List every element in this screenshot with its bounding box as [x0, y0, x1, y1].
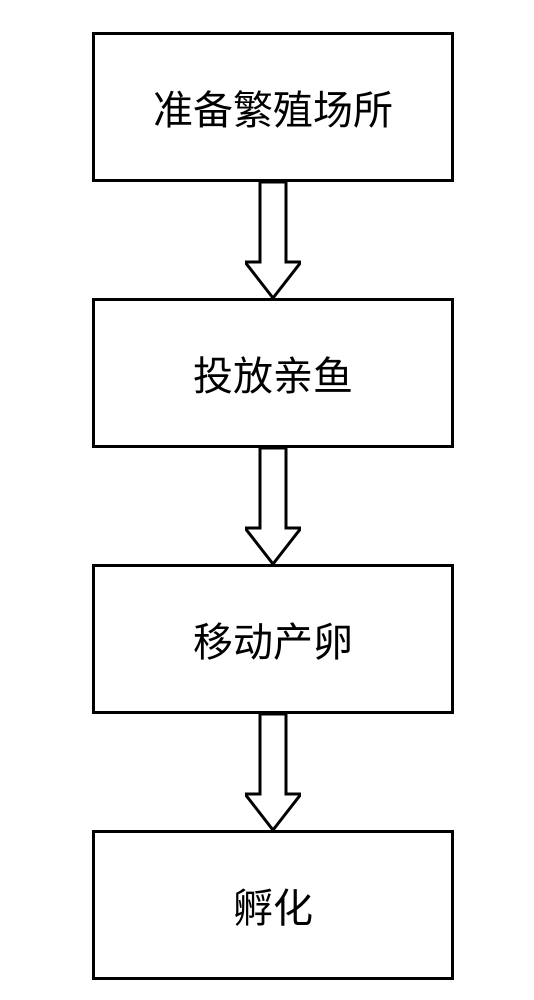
- flow-node-4-label: 孵化: [233, 876, 313, 934]
- flow-arrow-1: [245, 182, 301, 298]
- flow-node-1-label: 准备繁殖场所: [153, 78, 393, 136]
- flow-node-3: 移动产卵: [92, 564, 454, 714]
- flow-arrow-3: [245, 714, 301, 830]
- flow-node-4: 孵化: [92, 830, 454, 980]
- flow-node-2: 投放亲鱼: [92, 298, 454, 448]
- flow-node-2-label: 投放亲鱼: [193, 344, 353, 402]
- flow-node-3-label: 移动产卵: [193, 610, 353, 668]
- flow-node-1: 准备繁殖场所: [92, 32, 454, 182]
- flow-arrow-2: [245, 448, 301, 564]
